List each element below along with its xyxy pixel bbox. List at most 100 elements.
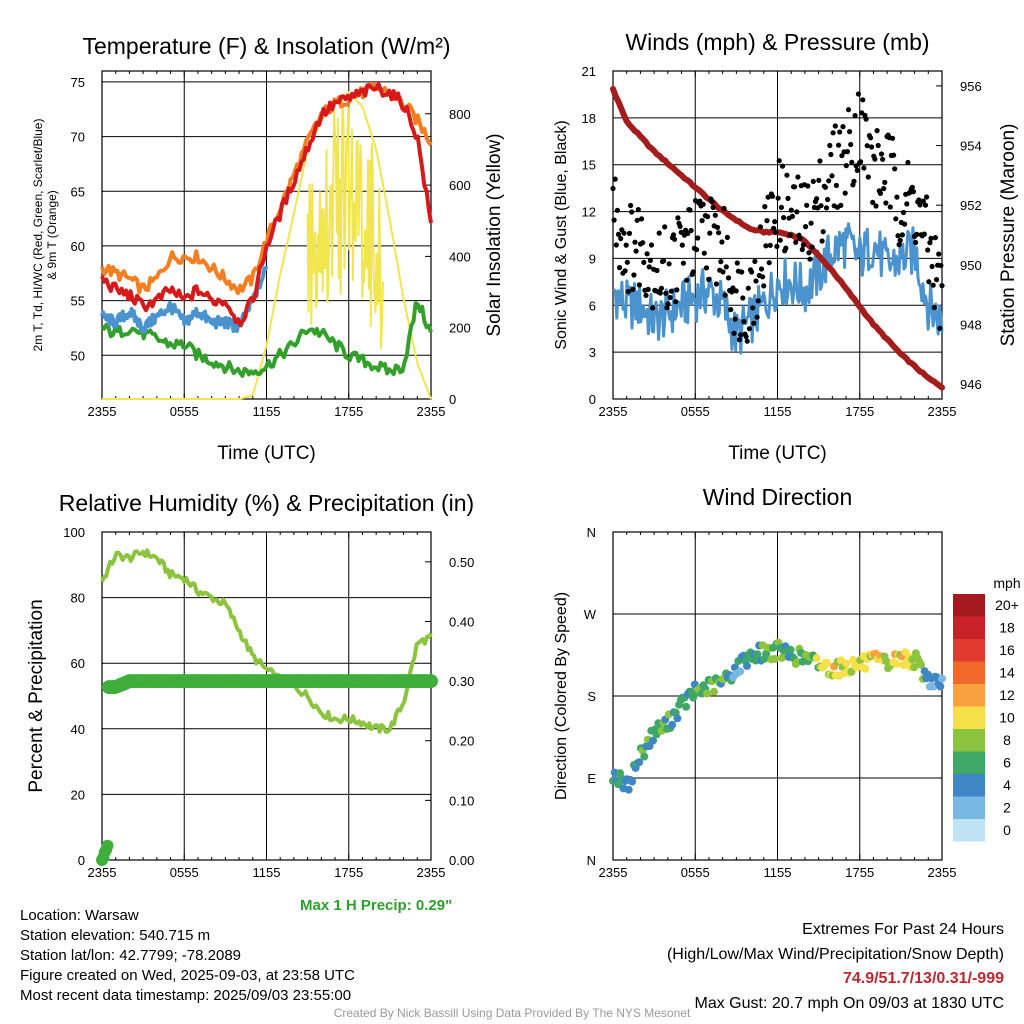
extremes-info: Extremes For Past 24 Hours (High/Low/Max… xyxy=(667,918,1004,1016)
wind-direction-point xyxy=(624,785,633,794)
gust-point xyxy=(892,166,898,172)
gust-point xyxy=(837,129,843,135)
gust-point xyxy=(635,207,641,213)
gust-point xyxy=(670,232,677,238)
gust-point xyxy=(710,204,716,210)
gust-point xyxy=(836,142,842,148)
gust-point xyxy=(757,224,764,230)
panel2-y2tick-label: 0.40 xyxy=(449,614,474,629)
gust-point xyxy=(778,204,785,210)
gust-point xyxy=(709,198,715,205)
gust-point xyxy=(658,285,665,291)
gust-point xyxy=(781,215,787,221)
gust-point xyxy=(613,242,619,248)
gust-point xyxy=(855,91,862,97)
colorbar-label: 10 xyxy=(999,710,1015,726)
gust-point xyxy=(697,198,703,204)
colorbar-swatch xyxy=(953,661,985,684)
wind-direction-point xyxy=(786,645,795,654)
gust-point xyxy=(777,237,783,243)
panel1-y2tick-label: 952 xyxy=(960,198,982,213)
gust-point xyxy=(699,218,705,224)
panel2-y2tick-label: 0.20 xyxy=(449,734,474,749)
gust-point xyxy=(684,277,690,283)
gust-point xyxy=(844,149,851,155)
panel1-xtick-label: 2355 xyxy=(928,404,957,419)
gust-point xyxy=(630,286,636,292)
two-meter-temp-line xyxy=(100,81,433,328)
panel0-ytick-label: 60 xyxy=(71,239,85,254)
gust-point xyxy=(751,320,757,326)
panel0-y2tick-label: 0 xyxy=(449,392,456,407)
gust-point xyxy=(847,129,853,135)
wind-direction-point xyxy=(812,654,821,663)
gust-point xyxy=(932,235,939,241)
recent-data-text: Most recent data timestamp: 2025/09/03 2… xyxy=(20,987,352,1004)
location-text: Location: Warsaw xyxy=(20,907,139,924)
gust-point xyxy=(896,242,902,248)
gust-point xyxy=(725,275,732,281)
wind-direction-point xyxy=(753,650,762,659)
gust-point xyxy=(617,265,623,271)
gust-point xyxy=(718,259,724,265)
wind-direction-point xyxy=(736,667,745,676)
gust-point xyxy=(629,209,635,215)
gust-point xyxy=(872,156,878,162)
panel0-ytick-label: 50 xyxy=(71,348,85,363)
gust-point xyxy=(631,272,637,278)
gust-point xyxy=(819,238,825,244)
gust-point xyxy=(937,325,943,331)
gust-point xyxy=(674,287,680,293)
panel1-ytick-label: 0 xyxy=(589,392,596,407)
gust-point xyxy=(763,243,769,249)
gust-point xyxy=(936,251,942,257)
precip-point xyxy=(101,839,114,852)
colorbar-label: 2 xyxy=(1003,800,1011,816)
gust-point xyxy=(933,277,940,283)
direction-tick-label: N xyxy=(587,525,596,540)
direction-tick-label: N xyxy=(587,853,596,868)
gust-point xyxy=(792,184,798,190)
gust-point xyxy=(765,194,771,200)
panel1-ytick-label: 6 xyxy=(589,298,596,313)
gust-point xyxy=(656,230,662,236)
gust-point xyxy=(921,231,928,237)
gust-point xyxy=(687,207,693,213)
gust-point xyxy=(661,258,667,264)
colorbar-label: 14 xyxy=(999,665,1015,681)
colorbar-unit-label: mph xyxy=(993,575,1020,591)
panel0-xtick-label: 2355 xyxy=(88,404,117,419)
gust-point xyxy=(800,242,807,248)
gust-point xyxy=(666,261,672,267)
gust-point xyxy=(623,242,629,248)
gust-point xyxy=(803,224,809,230)
gust-point xyxy=(900,209,907,216)
gust-point xyxy=(746,326,753,332)
gust-point xyxy=(755,298,761,304)
gust-point xyxy=(654,267,660,274)
gust-point xyxy=(716,230,722,236)
gust-point xyxy=(644,251,650,257)
gust-point xyxy=(628,202,634,209)
gust-point xyxy=(648,242,655,248)
wind-direction-point xyxy=(668,720,677,729)
panel1-ytick-label: 9 xyxy=(589,251,596,266)
gust-point xyxy=(672,236,678,242)
gust-point xyxy=(694,247,700,253)
panel1-xtick-label: 2355 xyxy=(599,404,628,419)
gust-point xyxy=(826,178,832,184)
gust-point xyxy=(663,290,669,296)
gust-point xyxy=(612,176,618,182)
gust-point xyxy=(894,194,900,200)
gust-point xyxy=(731,330,737,336)
gust-point xyxy=(930,282,936,288)
gust-point xyxy=(668,288,674,294)
gust-point xyxy=(625,289,632,295)
gust-point xyxy=(874,128,880,134)
gust-point xyxy=(733,288,739,294)
gust-point xyxy=(771,225,777,231)
gust-point xyxy=(783,245,789,251)
gust-point xyxy=(910,189,917,195)
gust-point xyxy=(736,337,743,343)
gust-point xyxy=(728,307,734,313)
